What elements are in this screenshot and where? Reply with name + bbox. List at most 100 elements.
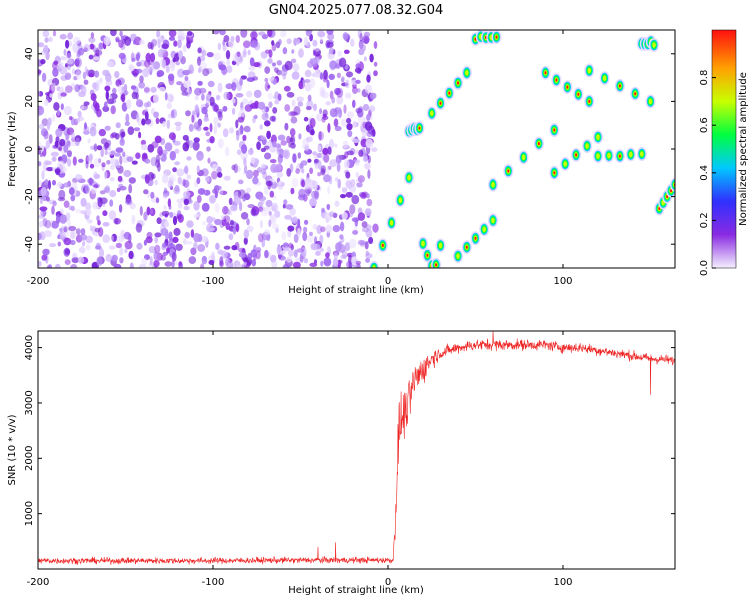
heatmap-noise-cell — [88, 37, 96, 43]
heatmap-noise-cell — [85, 202, 92, 212]
heatmap-noise-cell — [144, 158, 151, 164]
heatmap-noise-cell — [85, 235, 93, 244]
heatmap-noise-cell — [323, 174, 331, 183]
heatmap-noise-cell — [257, 101, 266, 110]
heatmap-noise-cell — [193, 121, 201, 130]
heatmap-noise-cell — [118, 39, 124, 48]
heatmap-noise-cell — [150, 191, 155, 199]
heatmap-noise-cell — [69, 141, 77, 147]
heatmap-noise-cell — [358, 48, 365, 56]
heatmap-noise-cell — [115, 122, 121, 129]
heatmap-noise-cell — [155, 117, 160, 125]
heatmap-noise-cell — [197, 234, 203, 243]
heatmap-noise-cell — [119, 186, 127, 191]
heatmap-noise-cell — [329, 211, 335, 217]
heatmap-noise-cell — [373, 61, 378, 67]
heatmap-noise-cell — [110, 235, 114, 243]
heatmap-noise-cell — [351, 217, 360, 223]
heatmap-noise-cell — [213, 124, 218, 135]
heatmap-noise-cell — [188, 256, 197, 265]
heatmap-noise-cell — [340, 254, 347, 260]
heatmap-noise-cell — [128, 250, 134, 260]
heatmap-noise-cell — [172, 215, 178, 226]
heatmap-noise-cell — [138, 81, 146, 89]
heatmap-noise-cell — [140, 144, 148, 151]
heatmap-noise-cell — [153, 259, 160, 268]
heatmap-noise-cell — [337, 50, 342, 57]
heatmap-noise-cell — [268, 252, 272, 260]
heatmap-noise-cell — [105, 71, 109, 78]
heatmap-noise-cell — [178, 261, 182, 267]
heatmap-noise-cell — [161, 242, 168, 248]
heatmap-noise-cell — [366, 198, 373, 207]
heatmap-noise-cell — [268, 101, 273, 108]
heatmap-noise-cell — [207, 157, 211, 164]
heatmap-noise-cell — [38, 232, 42, 241]
heatmap-noise-cell — [309, 167, 314, 175]
heatmap-noise-cell — [154, 236, 158, 244]
heatmap-noise-cell — [140, 139, 146, 146]
heatmap-noise-cell — [373, 41, 378, 49]
heatmap-noise-cell — [50, 151, 59, 157]
heatmap-noise-cell — [166, 247, 170, 254]
heatmap-noise-cell — [283, 246, 290, 252]
heatmap-noise-cell — [334, 177, 339, 182]
heatmap-noise-cell — [207, 94, 211, 100]
heatmap-noise-cell — [213, 116, 219, 126]
heatmap-noise-cell — [317, 30, 325, 38]
heatmap-noise-cell — [288, 242, 294, 249]
heatmap-noise-cell — [304, 219, 309, 225]
heatmap-noise-cell — [89, 225, 93, 232]
heatmap-noise-cell — [83, 101, 90, 106]
snr-y-tick-label: 2000 — [24, 446, 35, 471]
heatmap-noise-cell — [104, 149, 108, 156]
heatmap-noise-cell — [232, 227, 237, 235]
heatmap-noise-cell — [66, 58, 74, 65]
heatmap-noise-cell — [321, 91, 329, 99]
heatmap-noise-cell — [131, 91, 138, 100]
colorbar-gradient — [711, 29, 737, 269]
heatmap-noise-cell — [105, 90, 110, 101]
heatmap-noise-cell — [201, 255, 208, 265]
heatmap-noise-cell — [264, 206, 272, 212]
heatmap-noise-cell — [99, 190, 106, 195]
snr-y-tick-label: 1000 — [24, 501, 35, 526]
heatmap-noise-cell — [315, 113, 324, 122]
heatmap-signal-cell — [566, 85, 569, 89]
heatmap-noise-cell — [172, 236, 179, 243]
heatmap-noise-cell — [97, 197, 103, 208]
heatmap-noise-cell — [167, 198, 172, 208]
heatmap-noise-cell — [119, 257, 124, 264]
heatmap-signal-cell — [381, 243, 384, 247]
heatmap-noise-cell — [117, 84, 122, 94]
heatmap-noise-cell — [247, 252, 253, 261]
heatmap-noise-cell — [172, 167, 177, 173]
heatmap-noise-cell — [258, 206, 264, 212]
heatmap-noise-cell — [277, 134, 286, 141]
heatmap-noise-cell — [292, 261, 301, 268]
heatmap-noise-cell — [98, 128, 107, 137]
heatmap-noise-cell — [86, 209, 92, 216]
heatmap-noise-cell — [78, 47, 85, 56]
heatmap-noise-cell — [348, 238, 357, 249]
heatmap-noise-cell — [38, 69, 42, 74]
heatmap-noise-cell — [278, 181, 282, 186]
heatmap-noise-cell — [269, 159, 277, 164]
heatmap-noise-cell — [149, 207, 156, 217]
heatmap-noise-cell — [143, 211, 148, 221]
heatmap-noise-cell — [292, 153, 297, 164]
heatmap-noise-cell — [327, 123, 331, 133]
heatmap-noise-cell — [138, 264, 147, 268]
heatmap-noise-cell — [324, 212, 332, 222]
heatmap-noise-cell — [58, 189, 66, 200]
heatmap-noise-cell — [214, 190, 218, 199]
heatmap-noise-cell — [154, 135, 162, 144]
heatmap-noise-cell — [59, 234, 65, 240]
heatmap-noise-cell — [282, 204, 286, 209]
heatmap-noise-cell — [156, 30, 161, 38]
heatmap-noise-cell — [193, 214, 199, 219]
heatmap-noise-cell — [225, 50, 231, 60]
heatmap-noise-cell — [269, 214, 275, 223]
heatmap-x-tick-label: 0 — [385, 276, 391, 287]
heatmap-noise-cell — [151, 141, 159, 149]
